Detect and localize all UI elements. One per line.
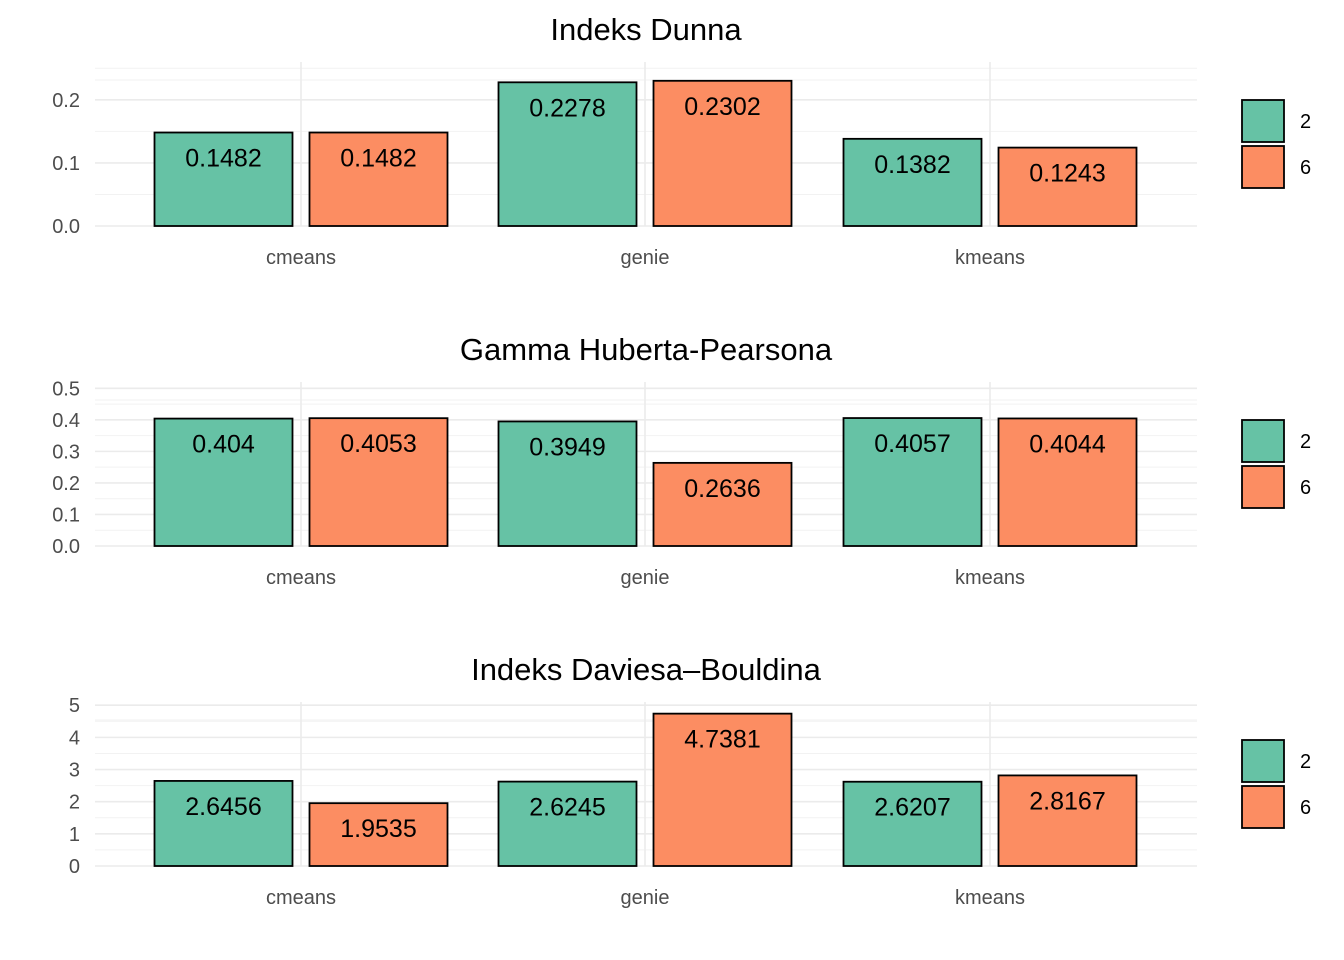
bar-cmeans-2	[153, 780, 294, 867]
legend-key-6	[1241, 785, 1285, 829]
bar-kmeans-6	[997, 146, 1138, 227]
data-label: 0.1243	[1029, 160, 1105, 188]
legend-label: 2	[1300, 751, 1311, 773]
legend-key-2	[1241, 99, 1285, 143]
y-tick-label: 0.0	[52, 216, 80, 238]
y-tick-label: 5	[69, 695, 80, 717]
bar-cmeans-2	[153, 131, 294, 227]
y-tick-label: 0	[69, 856, 80, 878]
data-label: 0.1382	[874, 151, 950, 179]
legend-label: 6	[1300, 477, 1311, 499]
bar-cmeans-6	[308, 417, 449, 547]
bar-kmeans-2	[842, 417, 983, 547]
data-label: 0.4044	[1029, 430, 1106, 458]
x-tick-label: genie	[621, 247, 670, 269]
legend-key-6	[1241, 465, 1285, 509]
data-label: 2.6456	[185, 793, 261, 821]
x-tick-label: kmeans	[955, 887, 1025, 909]
legend-label: 2	[1300, 431, 1311, 453]
data-label: 1.9535	[340, 815, 416, 843]
data-label: 4.7381	[684, 726, 760, 754]
x-tick-label: genie	[621, 887, 670, 909]
legend-key-6	[1241, 145, 1285, 189]
data-label: 0.1482	[185, 145, 261, 173]
bar-genie-6	[652, 461, 793, 547]
data-label: 0.404	[192, 431, 255, 459]
y-tick-label: 0.0	[52, 536, 80, 558]
y-tick-label: 0.1	[52, 504, 80, 526]
data-label: 2.6245	[529, 794, 605, 822]
x-tick-label: kmeans	[955, 247, 1025, 269]
bar-cmeans-2	[153, 417, 294, 547]
chart-title: Indeks Dunna	[550, 12, 742, 47]
bar-cmeans-6	[308, 131, 449, 227]
bar-genie-2	[497, 81, 638, 227]
x-tick-label: cmeans	[266, 247, 336, 269]
chart-title: Indeks Daviesa–Bouldina	[471, 652, 822, 687]
bar-genie-2	[497, 420, 638, 547]
data-label: 0.1482	[340, 145, 416, 173]
data-label: 2.8167	[1029, 787, 1105, 815]
panel-2: Gamma Huberta-Pearsona 0.0 0.1 0.2 0.3 0.4 0.5…	[52, 332, 1311, 589]
legend-key-2	[1241, 739, 1285, 783]
x-tick-label: kmeans	[955, 567, 1025, 589]
bar-kmeans-6	[997, 774, 1138, 867]
data-label: 0.4057	[874, 430, 950, 458]
panel-1: Indeks Dunna 0.0 0.1 0.2 0.1482 0.1482 cmeans 0…	[52, 12, 1311, 269]
y-tick-label: 0.3	[52, 441, 80, 463]
bar-genie-2	[497, 780, 638, 867]
y-tick-label: 0.5	[52, 378, 80, 400]
data-label: 0.2302	[684, 93, 760, 121]
data-label: 0.3949	[529, 433, 605, 461]
legend-label: 6	[1300, 157, 1311, 179]
x-tick-label: cmeans	[266, 887, 336, 909]
bar-kmeans-2	[842, 780, 983, 867]
y-tick-label: 4	[69, 727, 80, 749]
data-label: 0.2278	[529, 94, 605, 122]
bar-genie-6	[652, 79, 793, 227]
legend-label: 2	[1300, 111, 1311, 133]
bar-genie-6	[652, 712, 793, 867]
panel-3: Indeks Daviesa–Bouldina 0 1 2 3 4 5 2.6456 1.953…	[69, 652, 1311, 909]
data-label: 0.4053	[340, 430, 416, 458]
x-tick-label: genie	[621, 567, 670, 589]
y-tick-label: 0.4	[52, 410, 80, 432]
y-tick-label: 0.2	[52, 473, 80, 495]
y-tick-label: 0.2	[52, 90, 80, 112]
bar-cmeans-6	[308, 802, 449, 867]
legend-label: 6	[1300, 797, 1311, 819]
data-label: 0.2636	[684, 475, 760, 503]
x-tick-label: cmeans	[266, 567, 336, 589]
bar-kmeans-6	[997, 417, 1138, 547]
legend-key-2	[1241, 419, 1285, 463]
y-tick-label: 3	[69, 760, 80, 782]
chart-title: Gamma Huberta-Pearsona	[460, 332, 833, 367]
y-tick-label: 1	[69, 824, 80, 846]
y-tick-label: 0.1	[52, 153, 80, 175]
bar-kmeans-2	[842, 137, 983, 227]
data-label: 2.6207	[874, 794, 950, 822]
y-tick-label: 2	[69, 792, 80, 814]
